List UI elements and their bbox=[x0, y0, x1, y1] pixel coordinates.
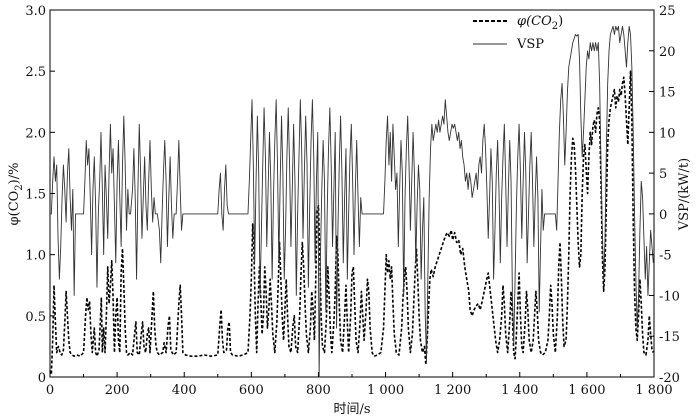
right-y-tick-label: 0 bbox=[659, 208, 667, 223]
left-y-axis-title-prefix: φ(CO bbox=[7, 191, 22, 226]
legend-label-co2: φ(CO2) bbox=[517, 14, 563, 32]
left-y-axis-title-suffix: )/% bbox=[7, 163, 22, 185]
left-y-tick-label: 1.0 bbox=[25, 249, 46, 264]
x-tick-label: 1 800 bbox=[635, 383, 672, 398]
x-tick-label: 200 bbox=[105, 383, 130, 398]
legend-label-vsp: VSP bbox=[516, 37, 544, 52]
series-line-co2 bbox=[49, 70, 655, 376]
right-y-axis: -20 -15 -10 -5 0 5 10 15 20 25 bbox=[649, 4, 680, 386]
left-y-tick-label: 1.5 bbox=[25, 188, 46, 203]
right-y-tick-label: 25 bbox=[659, 4, 676, 19]
x-axis: 0 200 400 600 800 1 000 1 200 1 400 1 600 1 800 bbox=[46, 372, 673, 398]
right-y-tick-label: -20 bbox=[659, 371, 680, 386]
right-y-tick-label: 15 bbox=[659, 86, 676, 101]
left-y-tick-label: 3.0 bbox=[25, 4, 46, 19]
data-series bbox=[49, 25, 655, 378]
x-tick-label: 0 bbox=[46, 383, 54, 398]
x-axis-title: 时间/s bbox=[333, 402, 370, 417]
x-tick-label: 1 200 bbox=[434, 383, 471, 398]
right-y-tick-label: -15 bbox=[659, 330, 680, 345]
legend-label-co2-suffix: ) bbox=[558, 14, 563, 29]
left-y-axis: 0 0.5 1.0 1.5 2.0 2.5 3.0 bbox=[25, 4, 55, 386]
right-y-tick-label: -5 bbox=[659, 249, 672, 264]
x-tick-label: 600 bbox=[239, 383, 264, 398]
legend-label-co2-prefix: φ(CO bbox=[517, 14, 552, 29]
left-y-tick-label: 0.5 bbox=[25, 310, 46, 325]
right-y-axis-title: VSP/(kW/t) bbox=[677, 158, 692, 231]
x-tick-label: 400 bbox=[172, 383, 197, 398]
legend: φ(CO2) VSP bbox=[473, 14, 563, 52]
series-line-vsp bbox=[50, 25, 654, 378]
left-y-tick-label: 0 bbox=[38, 371, 46, 386]
x-tick-label: 1 600 bbox=[568, 383, 605, 398]
x-tick-label: 1 000 bbox=[367, 383, 404, 398]
right-y-tick-label: 20 bbox=[659, 45, 676, 60]
x-tick-label: 800 bbox=[306, 383, 331, 398]
x-tick-label: 1 400 bbox=[501, 383, 538, 398]
right-y-tick-label: 5 bbox=[659, 167, 667, 182]
left-y-tick-label: 2.5 bbox=[25, 65, 46, 80]
left-y-tick-label: 2.0 bbox=[25, 126, 46, 141]
right-y-tick-label: -10 bbox=[659, 289, 680, 304]
left-y-axis-title: φ(CO2)/% bbox=[7, 163, 25, 226]
legend-label-co2-sub: 2 bbox=[552, 21, 558, 32]
left-y-axis-title-sub: 2 bbox=[14, 184, 25, 190]
right-y-tick-label: 10 bbox=[659, 126, 676, 141]
